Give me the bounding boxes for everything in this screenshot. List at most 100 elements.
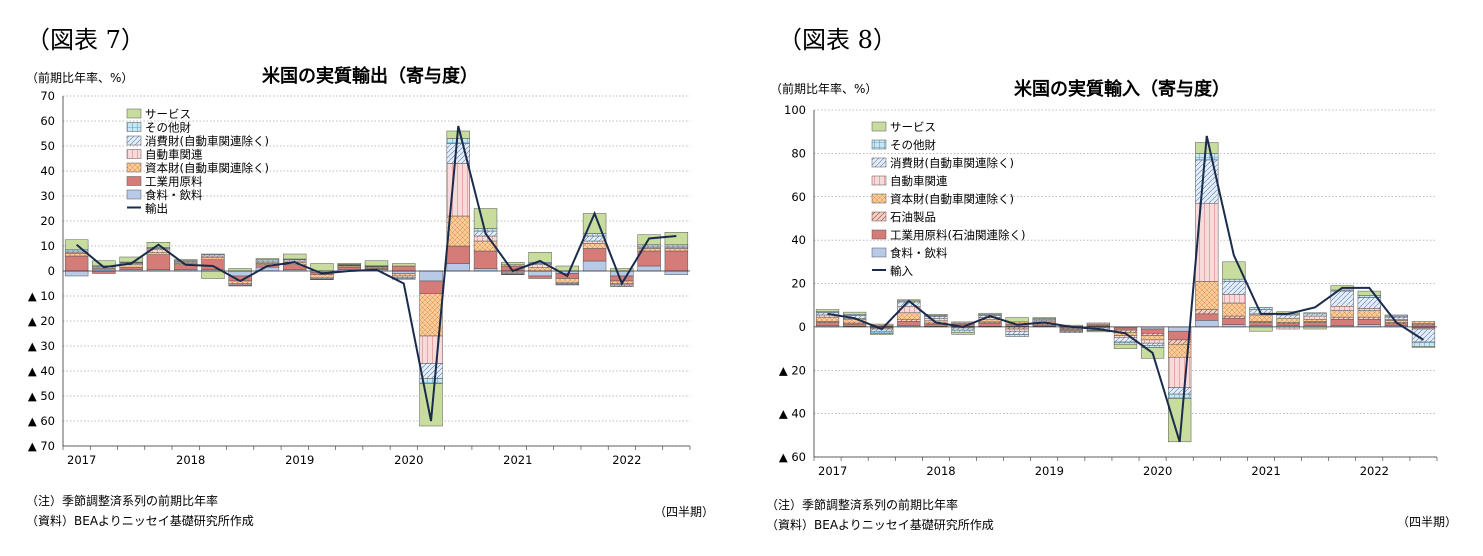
legend-label: 輸入 [890, 264, 913, 278]
bar-segment-capital [1411, 321, 1436, 324]
legend-swatch-consumer [871, 157, 887, 168]
bar-segment-consumer [1195, 159, 1219, 204]
bar-segment-capital [201, 257, 225, 260]
bar-segment-consumer [1005, 330, 1029, 335]
y-tick-label: ▲ 50 [28, 389, 55, 403]
bar-segment-services [924, 314, 948, 316]
bar-segment-industrial [1195, 313, 1219, 321]
legend-label: 工業用原料 [145, 175, 203, 189]
x-year-label: 2020 [1143, 464, 1172, 478]
bar-segment-consumer [1168, 387, 1192, 395]
figure-label: （図表 7） [26, 26, 145, 54]
y-tick-label: 80 [791, 146, 806, 160]
figure-8-panel: （図表 8） （前期比年率、%） 米国の実質輸入（寄与度） 100 80 60 40 2… [752, 0, 1483, 556]
bar-segment-auto [1005, 328, 1029, 332]
bar-segment-other [446, 138, 470, 144]
total-line [827, 135, 1424, 443]
bar-segment-industrial [1222, 317, 1246, 325]
bar-segment-other [201, 253, 225, 255]
legend-swatch-capital [871, 193, 887, 204]
legend-label: その他財 [890, 138, 936, 152]
bar-segment-industrial [1249, 322, 1273, 327]
bar-segment-capital [1276, 317, 1300, 323]
bar-segment-petro [1357, 316, 1381, 320]
bar-segment-industrial [1384, 323, 1408, 327]
bar-segment-capital [1303, 319, 1327, 322]
bar-segment-services [1384, 314, 1408, 317]
legend-swatch-services [871, 121, 887, 132]
bar-segment-services [119, 256, 143, 263]
source-text: （資料）BEAよりニッセイ基礎研究所作成 [26, 514, 254, 528]
bar-segment-consumer [897, 301, 921, 307]
legend-swatch-food [126, 189, 142, 200]
legend-swatch-auto [126, 149, 142, 159]
bar-segment-other [1168, 393, 1192, 399]
bar-segment-services [843, 311, 867, 315]
note-text: （注）季節調整済系列の前期比年率 [766, 498, 959, 512]
legend-swatch-industrial [871, 229, 887, 240]
bar-segment-capital [1222, 302, 1246, 317]
bar-segment-auto [1303, 315, 1327, 320]
bar-segment-capital [1357, 310, 1381, 318]
bar-segment-other [1195, 153, 1219, 161]
bar-segment-food [228, 270, 252, 277]
bar-segment-industrial [815, 322, 840, 327]
x-year-label: 2018 [926, 464, 955, 478]
bar-segment-industrial [1140, 328, 1165, 334]
bar-segment-consumer [1276, 314, 1300, 319]
bar-segment-other [1411, 341, 1436, 347]
bar-segment-food [446, 263, 470, 272]
bar-segment-food [582, 260, 607, 272]
bar-segment-auto [1086, 322, 1111, 325]
y-tick-label: ▲ 60 [28, 414, 55, 428]
bar-segment-services [92, 260, 116, 266]
bar-segment-petro [1330, 316, 1354, 320]
bar-segment-consumer [1222, 281, 1246, 295]
x-year-label: 2021 [1251, 464, 1280, 478]
bar-segment-services [951, 332, 975, 335]
bar-segment-industrial [392, 265, 416, 272]
bar-segment-services [392, 263, 416, 267]
y-tick-label: 70 [40, 89, 55, 103]
y-tick-label: 20 [791, 277, 806, 291]
x-year-label: 2021 [503, 453, 532, 467]
y-tick-label: 10 [40, 239, 55, 253]
bar-segment-petro [1140, 333, 1165, 336]
bar-segment-services [815, 309, 840, 312]
chart-title: 米国の実質輸出（寄与度） [262, 66, 478, 87]
chart-title: 米国の実質輸入（寄与度） [1014, 79, 1230, 100]
bar-segment-services [255, 258, 280, 260]
y-tick-label: 60 [40, 114, 55, 128]
bar-segment-other [392, 278, 416, 280]
bar-segment-industrial [119, 267, 143, 270]
bar-segment-petro [1195, 309, 1219, 315]
bar-segment-industrial [1330, 319, 1354, 327]
bar-segment-industrial [419, 280, 443, 294]
bar-segment-capital [1330, 310, 1354, 318]
y-tick-label: 50 [40, 139, 55, 153]
bar-segment-auto [582, 240, 607, 244]
note-text: （注）季節調整済系列の前期比年率 [26, 494, 219, 508]
legend-swatch-services [126, 108, 142, 119]
bar-segment-services [1357, 290, 1381, 296]
bar-segment-other [501, 274, 525, 275]
bar-segment-industrial [64, 255, 89, 272]
x-year-label: 2022 [612, 453, 641, 467]
bar-segment-other [1249, 307, 1273, 310]
legend-label: 自動車関連 [145, 148, 203, 162]
bar-segment-capital [897, 312, 921, 320]
import-chart: 100 80 60 40 20 0 ▲ 20 ▲ 40 ▲ 60 2017 2018 2019 2020… [779, 103, 1438, 478]
period-label: （四半期） [1397, 515, 1458, 529]
bar-segment-services [1032, 317, 1056, 319]
bar-segment-services [1005, 317, 1029, 323]
bar-segment-capital [1195, 281, 1219, 310]
x-year-label: 2019 [285, 453, 314, 467]
bar-segment-services [473, 208, 498, 229]
legend-label: サービス [145, 107, 191, 121]
legend-swatch-other [871, 139, 887, 150]
bar-segment-other [870, 330, 894, 334]
bar-segment-capital [528, 267, 552, 272]
bar-segment-services [337, 263, 361, 265]
y-tick-label: ▲ 20 [28, 314, 55, 328]
figure-7-panel: （図表 7） （前期比年率、%） 米国の実質輸出（寄与度） 70 60 50 40 30… [0, 0, 740, 556]
